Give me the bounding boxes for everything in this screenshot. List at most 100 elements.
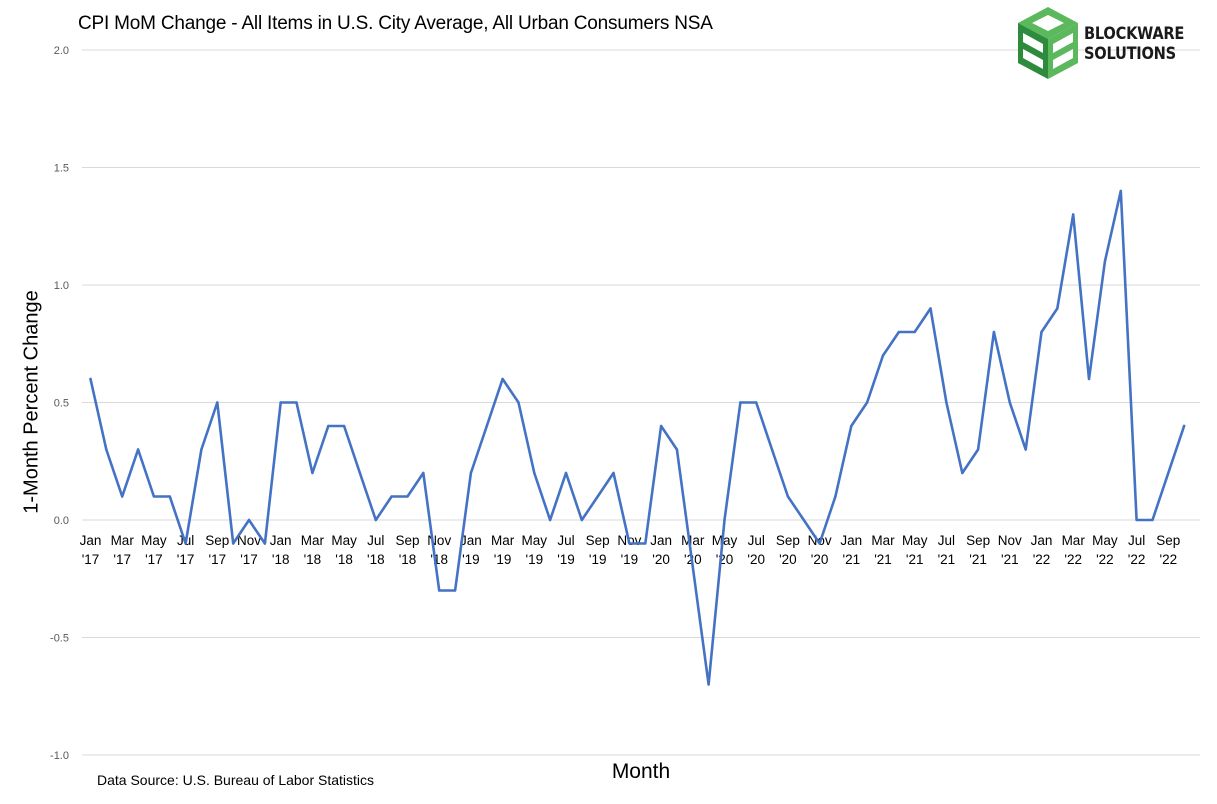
data-point [723,518,726,522]
data-point [311,471,314,475]
data-point [913,330,916,334]
data-point [865,401,869,404]
data-point [406,495,409,498]
data-point [374,518,377,522]
x-tick-label: May '18 [331,533,357,567]
data-point [469,471,473,475]
data-point [564,471,568,475]
source-note: Data Source: U.S. Bureau of Labor Statis… [97,772,375,788]
series-layer [89,189,1186,686]
data-point [342,424,346,428]
logo-cube-icon [1018,7,1078,79]
x-tick-label: Nov '19 [617,533,641,567]
data-point [881,354,885,357]
data-point [770,448,774,451]
data-point [834,495,837,498]
x-tick-label: May '17 [141,533,167,567]
data-point [850,424,853,428]
data-point [1119,189,1122,193]
logo-line2: SOLUTIONS [1084,44,1176,64]
data-point [501,377,504,381]
data-point [1151,518,1154,522]
data-point [961,471,964,475]
y-tick-label: -0.5 [50,633,69,645]
data-point [580,518,584,522]
data-point [121,495,124,498]
data-point [675,448,679,451]
data-point [644,542,647,545]
data-point [1008,401,1011,404]
data-point [184,542,187,545]
data-point [453,589,457,592]
series-line [89,189,1186,686]
x-tick-label: Jul '21 [938,533,956,567]
data-point [548,518,552,522]
data-point [105,448,108,451]
y-tick-label: 1.0 [54,280,69,292]
x-tick-label: Jan '20 [650,533,672,567]
x-tick-label: Jan '19 [460,533,482,567]
data-point [136,448,140,451]
data-point [612,471,615,475]
data-point [659,424,663,428]
x-tick-label: Sep '18 [395,533,419,567]
x-tick-label: Sep '19 [586,533,610,567]
data-point [818,542,821,545]
data-point [231,542,235,545]
data-point [992,330,996,334]
x-tick-label: May '19 [522,533,548,567]
y-axis-label: 1-Month Percent Change [20,290,43,514]
data-point [263,542,267,545]
x-tick-label: May '20 [712,533,738,567]
chart-title: CPI MoM Change - All Items in U.S. City … [78,13,713,34]
data-point [786,495,790,498]
y-tick-label: 1.5 [54,163,69,175]
x-tick-label: Mar '21 [871,533,895,567]
data-point [168,495,171,498]
data-point [279,401,282,404]
y-axis-ticks: 2.0 1.5 1.0 0.5 0.0 -0.5 -1.0 [50,45,69,762]
x-tick-label: Jan '17 [80,533,102,567]
x-tick-label: May '22 [1092,533,1118,567]
x-tick-label: Nov '20 [808,533,832,567]
data-point [945,401,948,404]
data-point [1056,307,1059,310]
data-point [216,401,219,404]
x-tick-label: Sep '22 [1156,533,1180,567]
x-tick-label: Jan '21 [840,533,862,567]
data-point [802,518,805,522]
x-tick-label: Mar '22 [1062,533,1086,567]
data-point [929,307,932,310]
gridlines [82,49,1200,756]
x-tick-label: Sep '17 [205,533,229,567]
x-tick-label: Sep '20 [776,533,800,567]
x-tick-label: Mar '18 [301,533,325,567]
data-point [755,401,758,404]
data-point [390,495,393,498]
x-tick-label: Jul '22 [1128,533,1146,567]
data-point [533,471,536,475]
x-tick-label: Jul '19 [557,533,575,567]
x-tick-label: Nov '17 [237,533,261,567]
y-tick-label: 0.0 [54,515,69,527]
data-point [152,495,156,498]
data-point [691,565,694,569]
data-point [628,542,631,545]
data-point [1072,213,1075,216]
data-point [438,589,441,592]
data-point [739,401,742,404]
data-point [1135,518,1138,522]
x-tick-label: Mar '17 [111,533,135,567]
x-tick-label: Jan '22 [1031,533,1053,567]
data-point [1103,260,1107,263]
logo-line1: BLOCKWARE [1084,24,1185,44]
data-point [1167,471,1170,475]
data-point [89,377,92,381]
data-point [1040,330,1043,334]
x-axis-label: Month [611,760,671,783]
x-tick-label: Nov '21 [998,533,1022,567]
data-point [422,471,425,475]
data-point [897,330,901,334]
data-point [596,495,599,498]
data-point [247,518,251,522]
